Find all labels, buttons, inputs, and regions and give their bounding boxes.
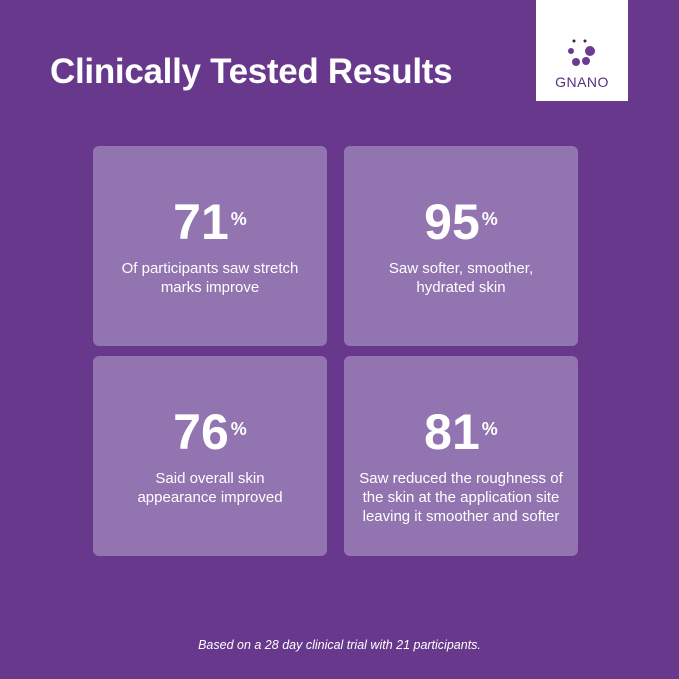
stat-unit: % <box>481 209 498 229</box>
stat-card: 81% Saw reduced the roughness of the ski… <box>344 356 578 556</box>
stat-description: Of participants saw stretch marks improv… <box>121 260 299 296</box>
logo-text: GNANO <box>555 74 609 90</box>
stat-value-wrap: 81% <box>344 404 578 457</box>
footnote: Based on a 28 day clinical trial with 21… <box>198 638 481 652</box>
stat-card: 76% Said overall skin appearance improve… <box>93 356 327 556</box>
stat-value: 76 <box>173 404 229 460</box>
stat-value: 95 <box>424 194 480 250</box>
stat-unit: % <box>230 209 247 229</box>
stat-description: Said overall skin appearance improved <box>137 470 283 506</box>
dots-logo-icon <box>568 39 595 66</box>
brand-logo: GNANO <box>536 0 628 101</box>
stat-value: 81 <box>424 404 480 460</box>
stat-description: Saw softer, smoother, hydrated skin <box>388 260 534 296</box>
stat-description: Saw reduced the roughness of the skin at… <box>359 470 563 525</box>
stat-card: 95% Saw softer, smoother, hydrated skin <box>344 146 578 346</box>
stat-value: 71 <box>173 194 229 250</box>
stat-card: 71% Of participants saw stretch marks im… <box>93 146 327 346</box>
stat-value-wrap: 71% <box>93 194 327 247</box>
stat-value-wrap: 76% <box>93 404 327 457</box>
page-title: Clinically Tested Results <box>50 52 453 91</box>
stat-unit: % <box>230 419 247 439</box>
stat-value-wrap: 95% <box>344 194 578 247</box>
stat-unit: % <box>481 419 498 439</box>
